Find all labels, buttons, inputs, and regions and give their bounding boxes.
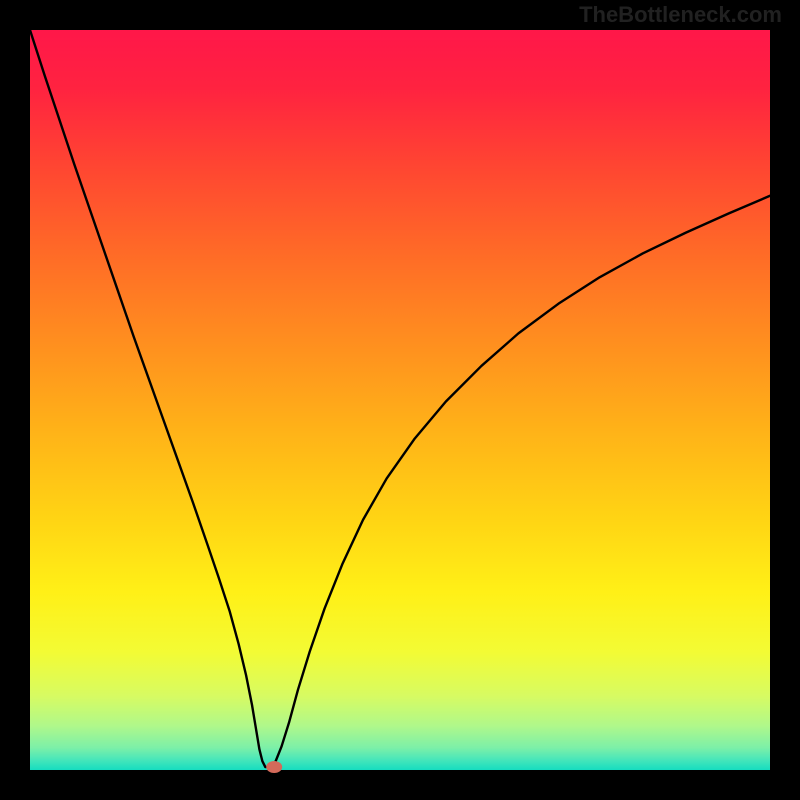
chart-root: TheBottleneck.com: [0, 0, 800, 800]
plot-area: [30, 30, 770, 770]
bottleneck-chart: [0, 0, 800, 800]
attribution-label: TheBottleneck.com: [579, 2, 782, 28]
optimal-point-marker: [266, 761, 282, 773]
